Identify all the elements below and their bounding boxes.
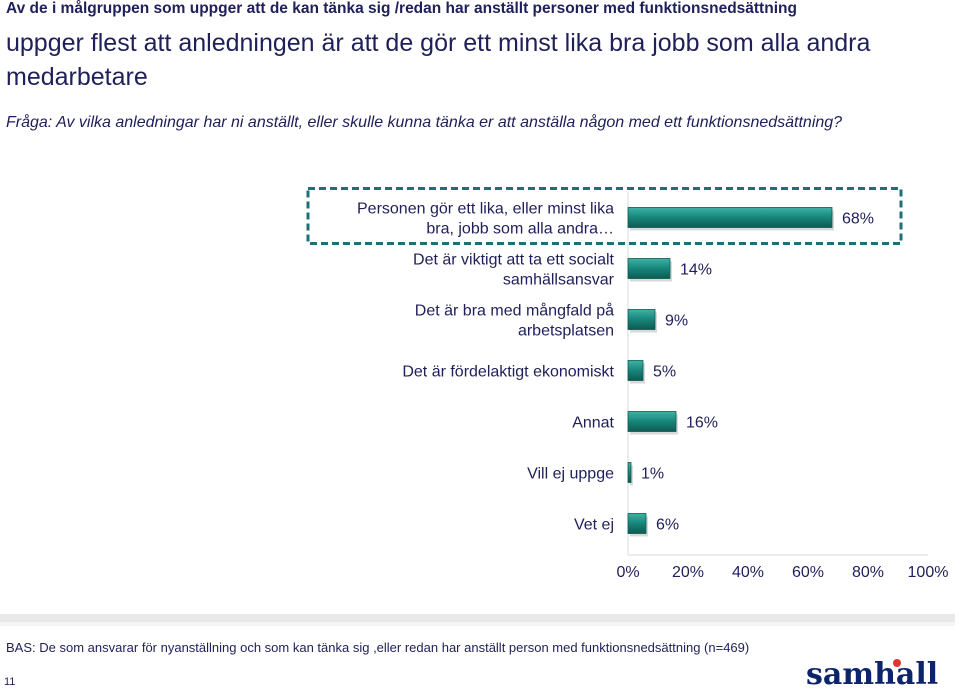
highlight-box bbox=[306, 187, 903, 245]
value-label: 14% bbox=[680, 262, 712, 279]
value-label: 6% bbox=[656, 517, 679, 534]
category-label: Personen gör ett lika, eller minst lika bbox=[357, 201, 614, 218]
bar bbox=[627, 309, 656, 330]
bar bbox=[627, 513, 647, 534]
slide-kicker: Av de i målgruppen som uppger att de kan… bbox=[6, 0, 797, 17]
category-label: Vill ej uppge bbox=[527, 466, 614, 483]
samhall-logo: samhall bbox=[806, 657, 954, 690]
slide-headline: uppger flest att anledningen är att de g… bbox=[6, 29, 871, 91]
category-label: Det är fördelaktigt ekonomiskt bbox=[402, 364, 614, 381]
page-number: 11 bbox=[4, 676, 16, 688]
bar bbox=[627, 411, 677, 432]
category-label: Annat bbox=[572, 415, 614, 432]
base-note: BAS: De som ansvarar för nyanställning o… bbox=[6, 640, 750, 655]
bar bbox=[627, 462, 632, 483]
value-label: 16% bbox=[686, 415, 718, 432]
category-label: arbetsplatsen bbox=[518, 323, 614, 340]
logo-text: samhall bbox=[806, 657, 938, 690]
bar bbox=[627, 207, 833, 228]
x-tick-label: 40% bbox=[732, 564, 764, 581]
x-tick-label: 100% bbox=[908, 564, 949, 581]
logo-dot bbox=[893, 659, 901, 667]
survey-question: Fråga: Av vilka anledningar har ni anstä… bbox=[6, 114, 843, 131]
footer-divider-shadow bbox=[0, 622, 955, 626]
value-label: 68% bbox=[842, 211, 874, 228]
x-tick-label: 80% bbox=[852, 564, 884, 581]
category-label: Det är viktigt att ta ett socialt bbox=[413, 252, 615, 269]
bar-shadow bbox=[630, 465, 633, 486]
x-tick-label: 60% bbox=[792, 564, 824, 581]
value-label: 9% bbox=[665, 313, 688, 330]
value-label: 5% bbox=[653, 364, 676, 381]
category-label: Det är bra med mångfald på bbox=[415, 302, 614, 320]
x-tick-label: 20% bbox=[672, 564, 704, 581]
value-label: 1% bbox=[641, 466, 664, 483]
footer-divider bbox=[0, 614, 955, 622]
bar bbox=[627, 360, 644, 381]
bar-chart: 68% Personen gör ett lika, eller minst li… bbox=[306, 187, 949, 581]
bar bbox=[627, 258, 671, 279]
x-tick-label: 0% bbox=[616, 564, 639, 581]
category-label: bra, jobb som alla andra… bbox=[426, 221, 614, 238]
category-label: samhällsansvar bbox=[503, 272, 615, 289]
category-label: Vet ej bbox=[574, 517, 614, 534]
